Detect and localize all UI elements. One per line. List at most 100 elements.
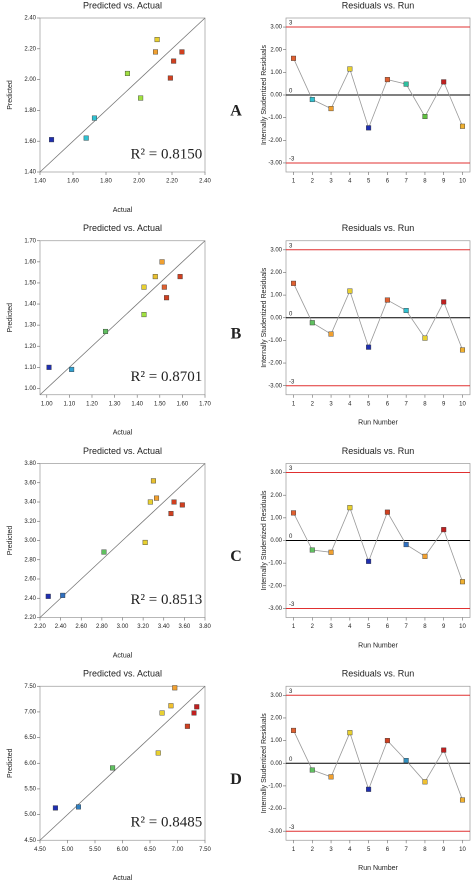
point xyxy=(49,137,55,143)
y-tick-label: 5.00 xyxy=(24,812,36,818)
point xyxy=(366,786,372,792)
x-tick-label: 1 xyxy=(292,401,296,407)
point xyxy=(328,774,334,780)
x-tick-label: 3 xyxy=(329,179,333,185)
y-tick-label: 2.00 xyxy=(24,77,36,83)
x-tick-label: 8 xyxy=(423,624,427,630)
y-tick-label: -2.00 xyxy=(268,806,282,812)
y-tick-label: 3.00 xyxy=(270,693,282,699)
x-tick-label: 7 xyxy=(404,624,408,630)
y-tick-label: 3.00 xyxy=(270,25,282,31)
x-tick-label: 9 xyxy=(442,401,446,407)
y-tick-label: 6.50 xyxy=(24,735,36,741)
x-tick-label: 7 xyxy=(404,179,408,185)
y-tick-label: 1.60 xyxy=(24,139,36,145)
point xyxy=(291,280,297,286)
point xyxy=(177,274,183,280)
r-squared: R² = 0.8150 xyxy=(131,146,203,162)
point xyxy=(328,549,334,555)
y-tick-label: 2.00 xyxy=(270,47,282,53)
point xyxy=(441,79,447,85)
point xyxy=(347,505,353,511)
residual-line xyxy=(293,283,463,351)
x-tick-label: 1.00 xyxy=(41,401,53,407)
reference-label: 0 xyxy=(289,89,293,95)
x-tick-label: 6 xyxy=(386,401,390,407)
point xyxy=(403,758,409,764)
point xyxy=(384,77,390,83)
residual-line xyxy=(293,58,463,130)
point xyxy=(347,66,353,72)
x-tick-label: 2 xyxy=(311,401,315,407)
reference-label: -3 xyxy=(289,157,295,163)
y-axis-label: Predicted xyxy=(7,303,14,333)
fit-line xyxy=(39,685,206,841)
y-tick-label: 3.00 xyxy=(270,470,282,476)
x-tick-label: 1 xyxy=(292,847,296,853)
y-tick-label: 1.00 xyxy=(270,293,282,299)
point xyxy=(60,592,66,598)
y-tick-label: -2.00 xyxy=(268,361,282,367)
x-tick-label: 3.80 xyxy=(199,624,211,630)
x-tick-label: 10 xyxy=(459,847,466,853)
x-axis-label: Run Number xyxy=(358,420,398,427)
r-squared: R² = 0.8701 xyxy=(131,369,203,385)
x-tick-label: 2 xyxy=(311,847,315,853)
point xyxy=(141,312,147,318)
point xyxy=(309,767,315,773)
y-axis-label: Internally Studentized Residuals xyxy=(261,713,268,814)
x-tick-label: 1.40 xyxy=(34,179,46,185)
point xyxy=(328,106,334,112)
point xyxy=(459,797,465,803)
panel-label: D xyxy=(230,771,242,788)
point xyxy=(138,95,144,101)
x-tick-label: 3.40 xyxy=(158,624,170,630)
point xyxy=(159,710,165,716)
x-tick-label: 2.20 xyxy=(166,179,178,185)
point xyxy=(45,593,51,599)
point xyxy=(403,542,409,548)
point xyxy=(103,328,109,334)
point xyxy=(172,685,178,691)
chart-title: Predicted vs. Actual xyxy=(83,223,162,233)
x-tick-label: 10 xyxy=(459,401,466,407)
point xyxy=(184,723,190,729)
x-tick-label: 2.80 xyxy=(96,624,108,630)
point xyxy=(171,58,177,64)
point xyxy=(150,478,156,484)
point xyxy=(167,75,173,81)
x-tick-label: 10 xyxy=(459,179,466,185)
y-tick-label: 3.40 xyxy=(24,500,36,506)
x-tick-label: 10 xyxy=(459,624,466,630)
point xyxy=(91,115,97,121)
x-tick-label: 2.40 xyxy=(55,624,67,630)
point xyxy=(46,364,52,370)
point xyxy=(347,288,353,294)
point xyxy=(142,539,148,545)
x-tick-label: 3 xyxy=(329,624,333,630)
y-tick-label: 2.20 xyxy=(24,46,36,52)
x-tick-label: 4 xyxy=(348,624,352,630)
point xyxy=(161,284,167,290)
point xyxy=(459,579,465,585)
reference-label: 3 xyxy=(289,21,293,27)
y-tick-label: 3.60 xyxy=(24,480,36,486)
y-tick-label: -1.00 xyxy=(268,115,282,121)
point xyxy=(422,553,428,559)
point xyxy=(403,81,409,87)
y-tick-label: -1.00 xyxy=(268,338,282,344)
point xyxy=(291,55,297,61)
x-tick-label: 2.40 xyxy=(199,179,211,185)
point xyxy=(147,499,153,505)
point xyxy=(459,123,465,129)
y-tick-label: 1.20 xyxy=(24,344,36,350)
y-tick-label: 1.50 xyxy=(24,281,36,287)
x-axis-label: Actual xyxy=(113,652,133,659)
point xyxy=(75,804,81,810)
y-tick-label: 2.40 xyxy=(24,596,36,602)
x-tick-label: 1.20 xyxy=(86,401,98,407)
y-tick-label: -3.00 xyxy=(268,161,282,167)
reference-label: 3 xyxy=(289,243,293,249)
y-tick-label: -3.00 xyxy=(268,829,282,835)
